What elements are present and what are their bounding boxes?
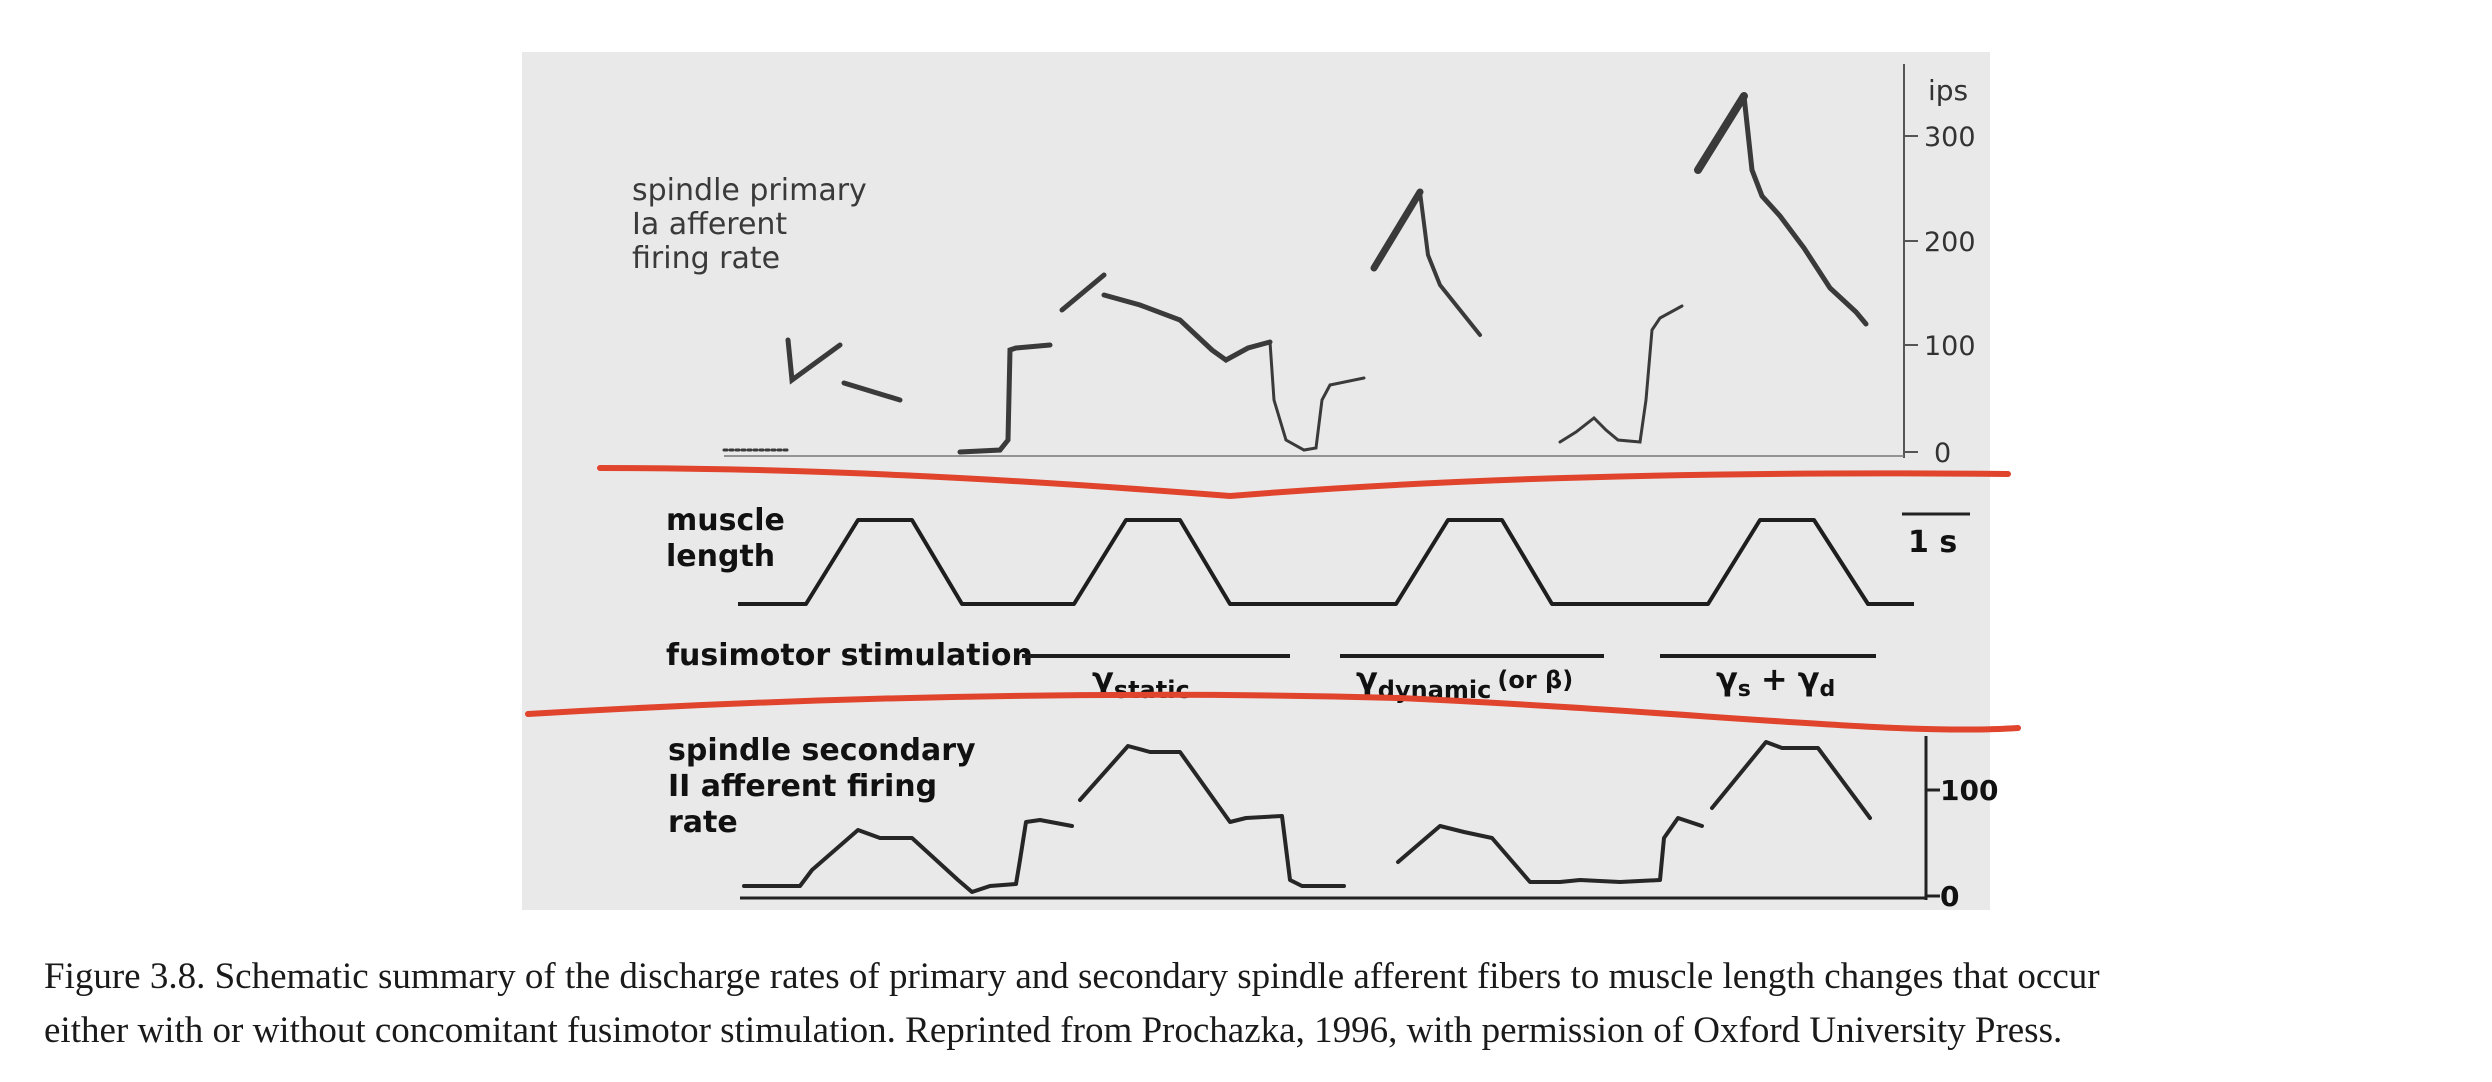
ia-afferent-traces xyxy=(722,92,1869,455)
bottom-label-line-1: spindle secondary xyxy=(668,733,976,768)
top-tick-label-300: 300 xyxy=(1924,122,1976,153)
stim-label-combined-gamma-d: γ xyxy=(1798,660,1820,698)
bottom-panel: spindle secondary II afferent firing rat… xyxy=(668,733,1998,913)
bottom-tick-label-0: 0 xyxy=(1940,880,1959,913)
muscle-length-label-line-2: length xyxy=(666,539,775,574)
stim-label-static-sub: static xyxy=(1114,676,1190,704)
ia-trace-dynamic-ramp xyxy=(1370,188,1424,272)
ia-trace-combined-ramp xyxy=(1694,92,1748,174)
top-tick-label-0: 0 xyxy=(1934,438,1951,469)
stim-label-dynamic-gamma: γ xyxy=(1356,660,1378,698)
ii-afferent-trace xyxy=(742,740,1872,894)
stim-label-combined-plus: + xyxy=(1761,660,1788,698)
ia-trace-segment-2 xyxy=(957,272,1273,455)
scale-bar-label: 1 s xyxy=(1908,525,1957,560)
annotation-red-line-2 xyxy=(525,691,2021,733)
stim-label-combined-gamma-s: γ xyxy=(1716,660,1738,698)
caption-line-2: either with or without concomitant fusim… xyxy=(44,1010,2063,1051)
stim-label-combined-sub-s: s xyxy=(1738,677,1751,702)
stim-label-static: γstatic xyxy=(1092,660,1190,704)
ia-trace-decay-1 xyxy=(1268,340,1366,452)
middle-panel: muscle length 1 s fusimotor stimulation … xyxy=(666,503,1970,704)
figure-caption: Figure 3.8. Schematic summary of the dis… xyxy=(44,950,2464,1058)
bottom-label-line-2: II afferent firing xyxy=(668,769,937,804)
top-tick-label-100: 100 xyxy=(1924,331,1976,362)
top-label-line-2: Ia afferent xyxy=(632,207,787,242)
muscle-length-label-line-1: muscle xyxy=(666,503,785,538)
stim-label-combined: γs + γd xyxy=(1716,660,1835,702)
annotation-red-line-1 xyxy=(597,465,2011,500)
top-label-line-1: spindle primary xyxy=(632,173,867,208)
ia-trace-dynamic-decay xyxy=(1418,190,1482,337)
caption-line-1: Figure 3.8. Schematic summary of the dis… xyxy=(44,956,2100,997)
top-tick-label-200: 200 xyxy=(1924,227,1976,258)
stim-label-static-gamma: γ xyxy=(1092,660,1114,698)
top-label-line-3: firing rate xyxy=(632,241,780,276)
ia-trace-combined-decay xyxy=(1741,93,1869,327)
muscle-length-trace xyxy=(738,518,1914,606)
top-panel: spindle primary Ia afferent firing rate … xyxy=(632,64,1976,469)
figure-image: spindle primary Ia afferent firing rate … xyxy=(522,52,2021,913)
stim-label-dynamic-extra: (or β) xyxy=(1497,666,1573,694)
bottom-label-line-3: rate xyxy=(668,805,738,840)
fusimotor-stimulation-label: fusimotor stimulation xyxy=(666,638,1033,673)
top-unit-label: ips xyxy=(1928,74,1968,107)
stim-label-combined-sub-d: d xyxy=(1820,677,1836,702)
ia-trace-segment-1 xyxy=(785,337,903,403)
bottom-tick-label-100: 100 xyxy=(1940,774,1998,807)
ia-trace-small-bump xyxy=(1558,304,1684,444)
